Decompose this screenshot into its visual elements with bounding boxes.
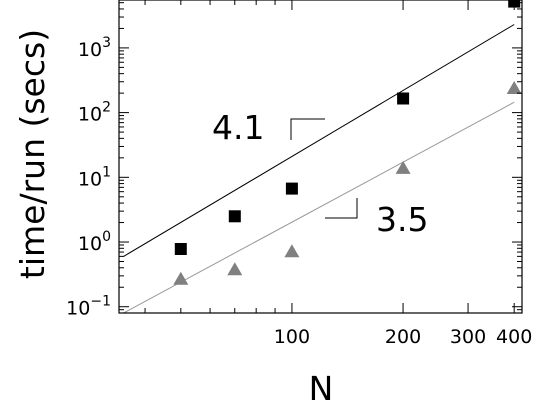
data-point-triangle <box>227 262 243 276</box>
y-tick-label: 101 <box>78 164 111 190</box>
y-axis-title: time/run (secs) <box>13 29 52 279</box>
data-point-square <box>228 210 241 223</box>
x-axis-title: N <box>309 369 334 408</box>
data-point-triangle <box>173 271 189 285</box>
y-tick-label: 103 <box>78 35 111 61</box>
slope-label-upper: 4.1 <box>212 108 264 147</box>
plot-frame <box>118 0 523 314</box>
fit-line-0 <box>123 24 515 257</box>
slope-indicator-lower <box>325 198 358 219</box>
data-point-square <box>397 92 410 105</box>
data-point-triangle <box>284 244 300 258</box>
fit-line-1 <box>123 101 515 314</box>
x-tick-label: 100 <box>274 326 310 348</box>
data-point-square <box>174 243 187 255</box>
x-axis: 100 200 300 400 <box>144 0 532 348</box>
y-tick-label: 102 <box>78 100 111 126</box>
plot-area <box>123 0 522 314</box>
y-tick-label: 100 <box>78 229 111 255</box>
x-tick-label: 300 <box>450 326 486 348</box>
x-tick-label: 200 <box>385 326 421 348</box>
x-tick-label: 400 <box>496 326 532 348</box>
data-point-square <box>285 182 298 195</box>
y-tick-label: 10−1 <box>66 294 111 320</box>
y-axis: 10−1 100 101 102 103 <box>66 2 522 320</box>
slope-indicators <box>290 118 358 219</box>
slope-indicator-upper <box>290 118 325 140</box>
data-point-triangle <box>506 81 522 94</box>
slope-label-lower: 3.5 <box>376 200 428 239</box>
data-point-triangle <box>395 160 411 174</box>
